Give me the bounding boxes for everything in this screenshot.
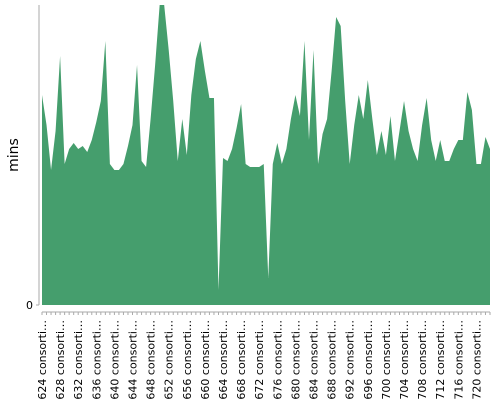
x-tick-label: #2676 consorti… [271,320,284,400]
x-tick-label: #2704 consorti… [398,320,411,400]
x-tick-label: #2648 consorti… [145,320,158,400]
x-tick-label: #2640 consorti… [108,320,121,400]
x-tick-label: #2664 consorti… [217,320,230,400]
x-tick-label: #2696 consorti… [362,320,375,400]
x-tick-label: #2668 consorti… [235,320,248,400]
x-tick-label: #2680 consorti… [289,320,302,400]
x-tick-label: #2652 consorti… [163,320,176,400]
x-tick-label: #2656 consorti… [181,320,194,400]
y-axis-label: mins [6,138,22,172]
x-tick-label: #2624 consorti… [36,320,49,400]
x-tick-label: #2632 consorti… [72,320,85,400]
x-tick-label: #2660 consorti… [199,320,212,400]
x-tick-label: #2644 consorti… [127,320,140,400]
area [42,5,490,305]
x-tick-label: #2684 consorti… [308,320,321,400]
x-tick-label: #2636 consorti… [90,320,103,400]
x-tick-label: #2712 consorti… [434,320,447,400]
x-tick-label: #2628 consorti… [54,320,67,400]
x-tick-label: #2720 consorti… [470,320,483,400]
x-tick-label: #2688 consorti… [326,320,339,400]
x-tick-label: #2716 consorti… [452,320,465,400]
x-tick-label: #2700 consorti… [380,320,393,400]
x-tick-label: #2672 consorti… [253,320,266,400]
x-tick-label: #2708 consorti… [416,320,429,400]
y-tick-label: 0 [26,299,33,312]
x-tick-label: #2692 consorti… [344,320,357,400]
